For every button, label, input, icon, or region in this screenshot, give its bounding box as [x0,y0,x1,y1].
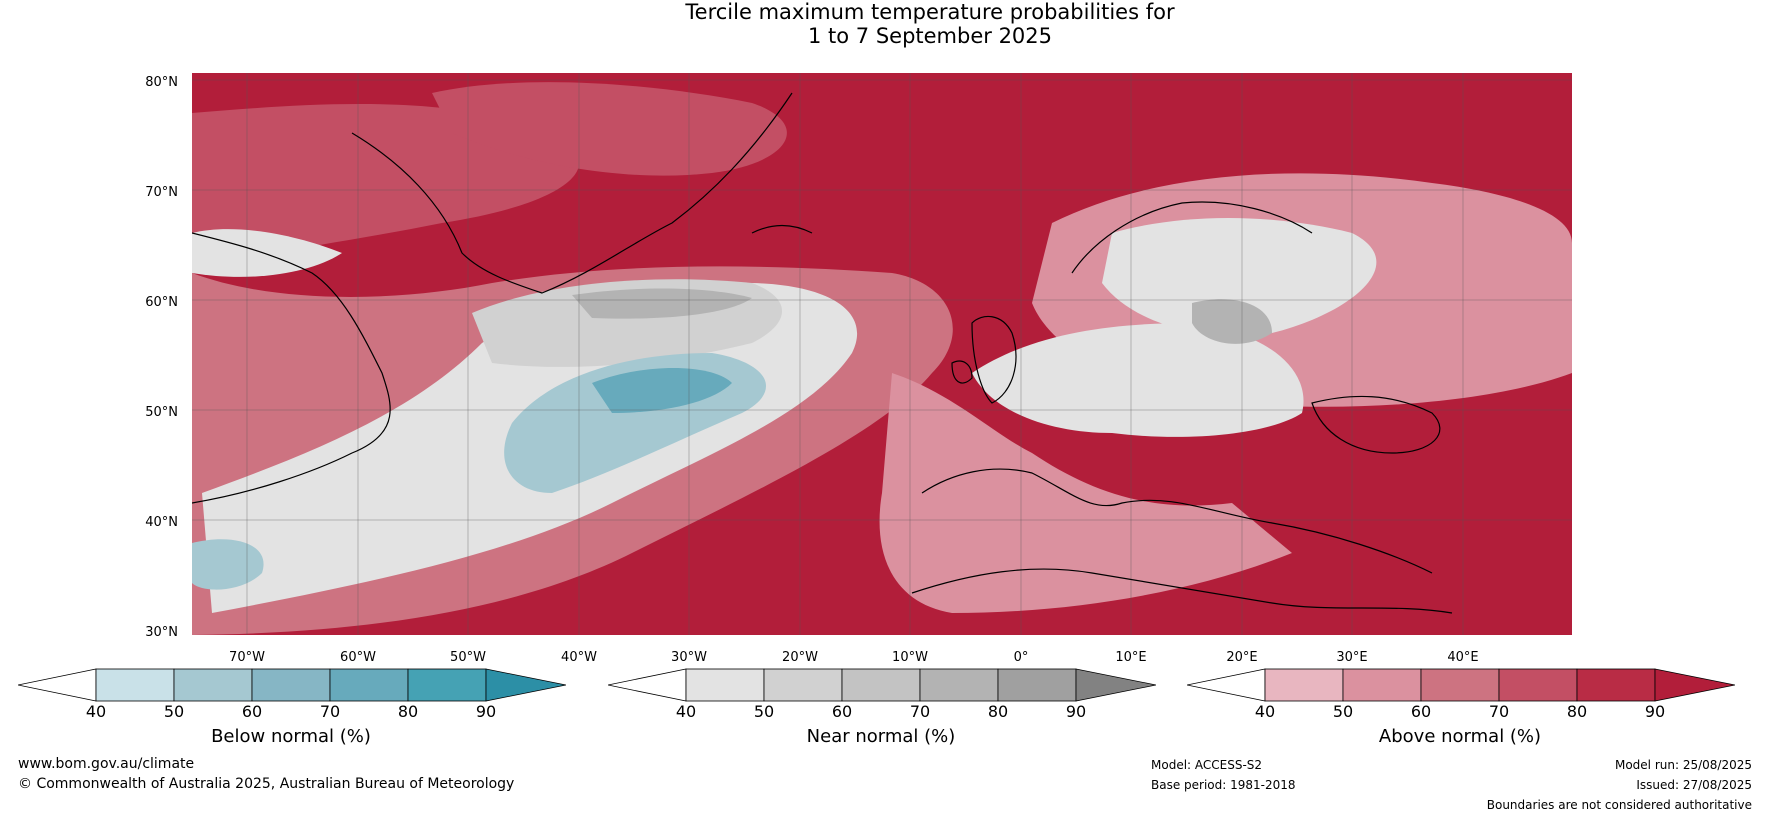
greenland-coast [351,92,793,294]
model-run: Model run: 25/08/2025 [1614,758,1752,772]
probability-map [192,73,1572,635]
colorbar-near-swatches [607,668,1157,702]
colorbar-near-swatch-5 [997,668,1077,702]
lat-label-50n: 50°N [145,405,178,420]
base-period: Base period: 1981-2018 [1151,778,1296,792]
lon-label-10e: 10°E [1115,650,1147,665]
colorbar-near-tick-90: 90 [1065,702,1087,721]
lon-label-30e: 30°E [1336,650,1368,665]
colorbar-near-tick-80: 80 [987,702,1009,721]
lon-label-0: 0° [1013,650,1029,665]
colorbar-near-tick-50: 50 [753,702,775,721]
lon-label-40e: 40°E [1447,650,1479,665]
lon-label-40w: 40°W [561,650,597,665]
lat-label-70n: 70°N [145,185,178,200]
colorbar-below-swatch-1 [95,668,175,702]
lat-label-60n: 60°N [145,295,178,310]
lon-label-50w: 50°W [450,650,486,665]
region-above-50b [879,373,1292,613]
colorbar-below-swatch-2 [173,668,253,702]
lon-label-10w: 10°W [892,650,928,665]
mediterranean-north-coast [921,468,1433,574]
map-title: Tercile maximum temperature probabilitie… [0,0,1770,48]
colorbar-below-tick-70: 70 [319,702,341,721]
colorbar-below-swatch-4 [329,668,409,702]
lat-label-40n: 40°N [145,515,178,530]
region-near-70 [572,288,752,319]
region-below-80 [592,368,732,413]
map-canvas [192,73,1572,635]
region-above-70 [192,104,580,273]
colorbar-below-swatch-6 [485,668,567,702]
colorbar-below-tick-80: 80 [397,702,419,721]
colorbar-below-tick-50: 50 [163,702,185,721]
colorbar-below-tick-60: 60 [241,702,263,721]
colorbar-above-swatches [1186,668,1736,702]
colorbar-near-swatch-3 [841,668,921,702]
colorbar-above-swatch-5 [1576,668,1656,702]
colorbar-above-swatch-2 [1342,668,1422,702]
colorbar-above-tick-50: 50 [1332,702,1354,721]
colorbar-near-swatch-0 [607,668,687,702]
colorbar-above-tick-90: 90 [1644,702,1666,721]
colorbar-near-swatch-6 [1075,668,1157,702]
colorbar-above: 40 50 60 70 80 90 Above normal (%) [1186,668,1736,768]
ireland-coast [951,360,973,384]
region-scandinavia-near [1102,218,1377,336]
colorbar-near: 40 50 60 70 80 90 Near normal (%) [607,668,1157,768]
colorbar-above-title: Above normal (%) [1378,726,1542,747]
colorbar-below-swatches [17,668,567,702]
colorbar-near-swatch-1 [685,668,765,702]
colorbar-near-swatch-2 [763,668,843,702]
lon-label-20e: 20°E [1226,650,1258,665]
colorbar-below-tick-90: 90 [475,702,497,721]
britain-coast [971,315,1017,404]
colorbar-above-tick-70: 70 [1488,702,1510,721]
lon-label-20w: 20°W [782,650,818,665]
colorbar-above-tick-60: 60 [1410,702,1432,721]
colorbar-above-tick-80: 80 [1566,702,1588,721]
north-america-coast [192,232,391,504]
colorbar-above-swatch-0 [1186,668,1266,702]
lon-label-70w: 70°W [229,650,265,665]
coastlines [192,92,1453,614]
lon-label-60w: 60°W [340,650,376,665]
region-europe-near [972,323,1304,437]
colorbar-above-swatch-1 [1264,668,1344,702]
graticule [192,73,1572,635]
region-below-west [192,539,264,590]
issued-date: Issued: 27/08/2025 [1636,778,1752,792]
colorbar-above-tick-40: 40 [1254,702,1276,721]
region-labrador-near [192,229,342,277]
lat-label-30n: 30°N [145,625,178,640]
copyright-text: © Commonwealth of Australia 2025, Austra… [18,776,515,792]
black-sea-coast [1311,395,1441,454]
colorbar-near-title: Near normal (%) [806,726,956,747]
africa-north-coast [911,568,1453,614]
colorbar-below-swatch-5 [407,668,487,702]
colorbar-below: 40 50 60 70 80 90 Below normal (%) [17,668,567,768]
website-link[interactable]: www.bom.gov.au/climate [18,756,195,772]
colorbar-above-swatch-6 [1654,668,1736,702]
colorbar-above-swatch-3 [1420,668,1500,702]
colorbar-near-tick-40: 40 [675,702,697,721]
lat-label-80n: 80°N [145,75,178,90]
region-above-70b [432,82,787,176]
colorbar-below-swatch-3 [251,668,331,702]
scandinavia-coast [1071,201,1313,274]
iceland-coast [751,224,813,234]
colorbar-below-swatch-0 [17,668,97,702]
colorbar-near-tick-70: 70 [909,702,931,721]
colorbar-below-title: Below normal (%) [211,726,371,747]
disclaimer: Boundaries are not considered authoritat… [1486,798,1752,812]
lon-label-30w: 30°W [671,650,707,665]
colorbar-near-swatch-4 [919,668,999,702]
colorbar-below-tick-40: 40 [85,702,107,721]
colorbar-near-tick-60: 60 [831,702,853,721]
colorbar-above-swatch-4 [1498,668,1578,702]
model-name: Model: ACCESS-S2 [1151,758,1263,772]
region-baltic-near-70 [1192,299,1272,344]
title-line-2: 1 to 7 September 2025 [807,24,1053,48]
title-line-1: Tercile maximum temperature probabilitie… [685,0,1175,24]
